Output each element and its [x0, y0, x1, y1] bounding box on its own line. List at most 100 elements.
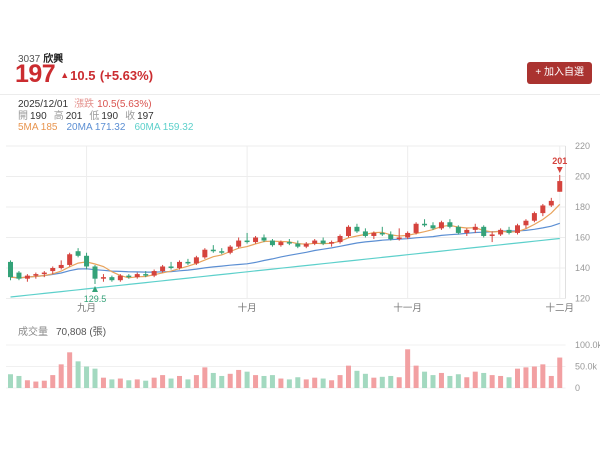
volume-bar — [58, 364, 64, 388]
candle — [50, 266, 56, 275]
candle — [531, 211, 537, 223]
add-to-watchlist-label: 加入自選 — [544, 67, 584, 78]
volume-bar — [540, 364, 546, 388]
ma60-value: 159.32 — [162, 122, 194, 133]
add-to-watchlist-button[interactable]: + 加入自選 — [527, 62, 592, 84]
candle — [67, 252, 73, 267]
volume-bar — [227, 373, 233, 388]
volume-bar — [548, 375, 554, 388]
volume-bar — [168, 378, 174, 388]
quote-panel: 2025/12/01 漲跌 10.5(5.63%) 開 190 高 201 低 190 收 197… — [18, 99, 193, 134]
volume-bar — [269, 375, 275, 388]
volume-bar — [261, 375, 267, 388]
stock-name: 欣興 — [43, 54, 64, 65]
ma20-value: 171.32 — [94, 122, 126, 133]
volume-value: 70,808 (張) — [56, 327, 107, 338]
volume-bar — [16, 375, 22, 388]
volume-bar — [193, 375, 199, 388]
volume-axis-label: 0 — [575, 383, 580, 393]
price-change: 10.5 — [70, 68, 96, 83]
price-row: 197 ▲10.5 (+5.63%) — [15, 60, 153, 89]
candle — [8, 260, 13, 281]
close-value: 197 — [137, 110, 154, 122]
stock-code: 3037 — [18, 54, 41, 65]
month-axis-label: 十二月 — [545, 302, 574, 314]
candle — [151, 269, 157, 278]
volume-bar — [329, 380, 335, 388]
volume-bar — [422, 371, 428, 388]
price-axis-label: 180 — [575, 202, 590, 212]
candle — [244, 232, 250, 244]
volume-bar — [278, 378, 284, 388]
volume-bar — [143, 380, 149, 388]
candle — [117, 274, 123, 282]
price-axis-label: 120 — [575, 294, 590, 304]
candle — [481, 225, 487, 238]
volume-bar — [50, 375, 56, 388]
candle — [16, 271, 22, 281]
candle — [160, 264, 166, 273]
high-marker-arrow-icon — [556, 166, 563, 173]
open-value: 190 — [30, 110, 47, 122]
volume-bar — [396, 377, 402, 388]
candle — [185, 258, 191, 265]
ma5-value: 185 — [40, 122, 58, 133]
volume-bar — [286, 379, 292, 388]
volume-bar — [506, 377, 512, 388]
candle — [227, 245, 233, 255]
volume-bar — [464, 377, 470, 388]
current-price: 197 — [15, 60, 56, 88]
volume-bar — [134, 379, 140, 388]
candle — [278, 240, 284, 247]
price-axis-label: 140 — [575, 263, 590, 273]
candle — [58, 260, 64, 270]
candle — [168, 261, 174, 270]
volume-bar — [109, 379, 115, 388]
quote-ma-row: 5MA 185 20MA 171.32 60MA 159.32 — [18, 122, 193, 134]
volume-bar — [177, 375, 182, 388]
plus-icon: + — [535, 67, 542, 78]
volume-bar — [430, 375, 436, 388]
volume-bar — [557, 357, 563, 388]
volume-bar — [354, 370, 360, 388]
volume-axis-label: 50.0k — [575, 362, 598, 372]
volume-bar — [405, 349, 411, 388]
low-annotation-label: 129.5 — [84, 294, 107, 304]
ma5-label: 5MA — [18, 122, 39, 133]
volume-bar — [312, 377, 318, 388]
volume-bar — [362, 373, 368, 388]
low-label: 低 — [89, 110, 100, 122]
volume-bar — [75, 361, 81, 388]
candle — [33, 272, 39, 279]
quote-ohlc-row: 開 190 高 201 低 190 收 197 — [18, 111, 193, 123]
volume-bar — [236, 369, 242, 388]
candle — [193, 255, 199, 265]
candle — [498, 228, 504, 236]
header-divider — [0, 94, 600, 95]
volume-bar — [515, 368, 520, 388]
ma20-label: 20MA — [66, 122, 93, 133]
high-label: 高 — [53, 110, 64, 122]
price-change-percent: (+5.63%) — [99, 68, 154, 83]
high-annotation-label: 201 — [552, 156, 567, 166]
ma60-label: 60MA — [134, 122, 161, 133]
candle — [523, 219, 529, 229]
candle — [430, 222, 436, 230]
volume-bar — [413, 365, 419, 388]
volume-bar — [371, 377, 377, 388]
volume-bar — [219, 375, 225, 388]
stock-title: 3037 欣興 — [18, 50, 63, 65]
volume-bar — [8, 374, 13, 388]
candle — [464, 228, 470, 236]
candle — [261, 234, 267, 243]
open-label: 開 — [18, 110, 28, 122]
candle — [24, 274, 30, 282]
volume-bar — [100, 377, 106, 388]
candle — [506, 226, 512, 235]
candle — [210, 245, 216, 253]
candle — [92, 264, 98, 285]
candle — [109, 275, 115, 282]
volume-header: 成交量 70,808 (張) — [18, 323, 106, 338]
candle — [557, 174, 563, 192]
